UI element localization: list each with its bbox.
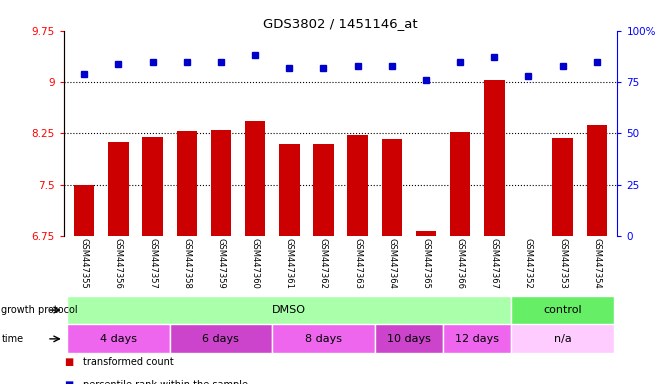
Bar — [450, 132, 470, 236]
Text: 10 days: 10 days — [387, 334, 431, 344]
Bar — [245, 121, 265, 236]
Bar — [511, 296, 614, 324]
Text: GSM447365: GSM447365 — [421, 238, 431, 289]
Text: GSM447353: GSM447353 — [558, 238, 567, 289]
Text: ■: ■ — [64, 380, 73, 384]
Text: 8 days: 8 days — [305, 334, 342, 344]
Bar — [67, 324, 170, 353]
Text: 6 days: 6 days — [203, 334, 240, 344]
Bar — [416, 231, 436, 236]
Bar — [484, 80, 505, 236]
Text: 4 days: 4 days — [100, 334, 137, 344]
Text: control: control — [544, 305, 582, 315]
Text: GSM447363: GSM447363 — [353, 238, 362, 289]
Text: transformed count: transformed count — [83, 357, 173, 367]
Text: GSM447360: GSM447360 — [250, 238, 260, 289]
Bar — [211, 130, 231, 236]
Bar — [170, 324, 272, 353]
Text: GSM447355: GSM447355 — [80, 238, 89, 289]
Text: GSM447362: GSM447362 — [319, 238, 328, 289]
Bar — [348, 136, 368, 236]
Text: GSM447364: GSM447364 — [387, 238, 397, 289]
Bar — [176, 131, 197, 236]
Bar — [518, 236, 539, 241]
Bar — [108, 142, 129, 236]
Text: GSM447359: GSM447359 — [217, 238, 225, 289]
Bar — [313, 144, 333, 236]
Text: GSM447352: GSM447352 — [524, 238, 533, 289]
Text: GSM447354: GSM447354 — [592, 238, 601, 289]
Text: GSM447357: GSM447357 — [148, 238, 157, 289]
Text: n/a: n/a — [554, 334, 572, 344]
Text: GSM447367: GSM447367 — [490, 238, 499, 289]
Title: GDS3802 / 1451146_at: GDS3802 / 1451146_at — [263, 17, 418, 30]
Text: GSM447358: GSM447358 — [183, 238, 191, 289]
Bar — [142, 137, 163, 236]
Text: GSM447356: GSM447356 — [114, 238, 123, 289]
Bar — [382, 139, 402, 236]
Bar — [74, 185, 95, 236]
Bar — [586, 125, 607, 236]
Bar — [374, 324, 443, 353]
Text: percentile rank within the sample: percentile rank within the sample — [83, 380, 248, 384]
Bar — [443, 324, 511, 353]
Text: growth protocol: growth protocol — [1, 305, 78, 315]
Text: GSM447361: GSM447361 — [285, 238, 294, 289]
Bar — [272, 324, 374, 353]
Bar — [67, 296, 511, 324]
Text: ■: ■ — [64, 357, 73, 367]
Bar — [279, 144, 299, 236]
Bar — [511, 324, 614, 353]
Text: GSM447366: GSM447366 — [456, 238, 464, 289]
Text: time: time — [1, 334, 23, 344]
Text: DMSO: DMSO — [272, 305, 306, 315]
Bar — [552, 138, 573, 236]
Text: 12 days: 12 days — [455, 334, 499, 344]
